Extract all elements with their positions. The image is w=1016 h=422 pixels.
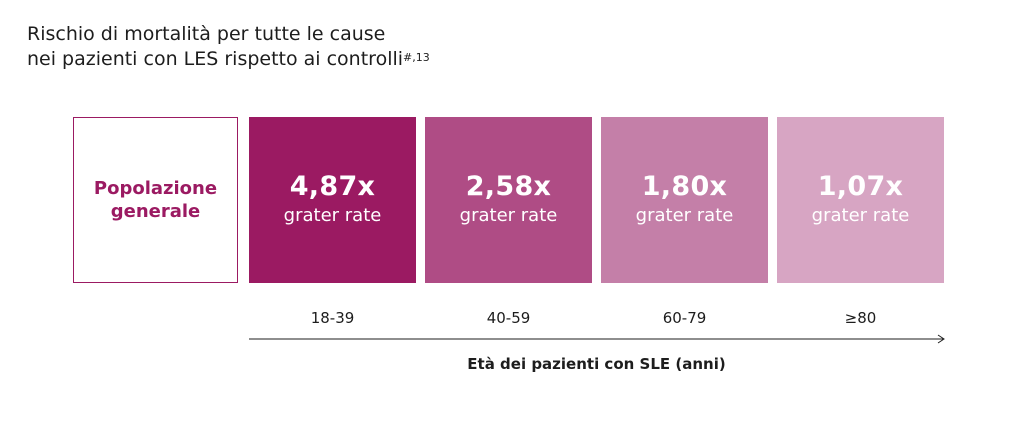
x-axis-arrowhead	[937, 334, 945, 344]
bar-sublabel: grater rate	[283, 205, 382, 226]
bar-value-label: 1,07x	[817, 171, 904, 202]
bar-sublabel: grater rate	[811, 205, 910, 226]
x-tick-label: 18-39	[310, 309, 355, 327]
bar-40-59: 2,58x grater rate	[425, 117, 592, 283]
bar-value-label: 1,80x	[641, 171, 728, 202]
x-tick-label: 60-79	[662, 309, 707, 327]
bar-60-79: 1,80x grater rate	[601, 117, 768, 283]
bar-sublabel: grater rate	[635, 205, 734, 226]
bar-≥80: 1,07x grater rate	[777, 117, 944, 283]
bar-value-label: 2,58x	[465, 171, 552, 202]
chart-title-line-2: nei pazienti con LES rispetto ai control…	[27, 47, 430, 72]
x-tick-label: ≥80	[844, 309, 877, 327]
x-tick-label: 40-59	[486, 309, 531, 327]
bar-value-label: 4,87x	[289, 171, 376, 202]
chart-title-superscript: #,13	[403, 51, 430, 64]
reference-box: Popolazione generale	[73, 117, 238, 283]
chart-title: Rischio di mortalità per tutte le cause …	[27, 22, 430, 72]
chart-title-line-1: Rischio di mortalità per tutte le cause	[27, 23, 386, 45]
reference-label: Popolazione generale	[93, 178, 218, 222]
x-axis-label: Età dei pazienti con SLE (anni)	[467, 355, 726, 373]
bar-18-39: 4,87x grater rate	[249, 117, 416, 283]
x-axis-arrow	[249, 334, 945, 344]
chart-title-line-2-text: nei pazienti con LES rispetto ai control…	[27, 48, 404, 70]
bar-sublabel: grater rate	[459, 205, 558, 226]
